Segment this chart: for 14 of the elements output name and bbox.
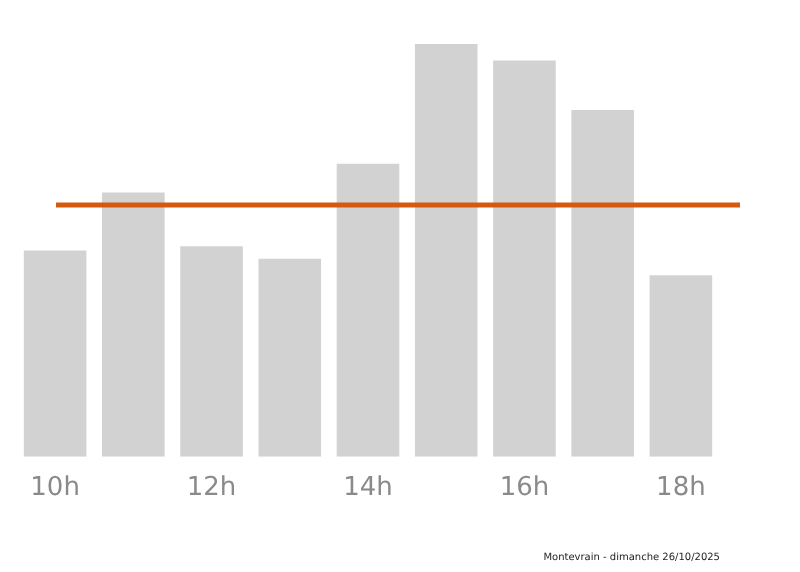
x-tick-label: 16h bbox=[499, 473, 550, 504]
bar bbox=[493, 60, 556, 457]
x-tick-label: 14h bbox=[343, 473, 393, 504]
bar bbox=[571, 110, 634, 457]
x-tick-label: 18h bbox=[656, 473, 706, 504]
bar bbox=[649, 275, 713, 457]
bar bbox=[102, 192, 165, 457]
bar bbox=[23, 250, 87, 457]
bar bbox=[180, 246, 243, 457]
x-tick-label: 10h bbox=[30, 473, 80, 504]
bar bbox=[258, 258, 322, 457]
bar bbox=[336, 163, 400, 457]
bar bbox=[414, 44, 478, 457]
x-tick-label: 12h bbox=[186, 473, 237, 504]
